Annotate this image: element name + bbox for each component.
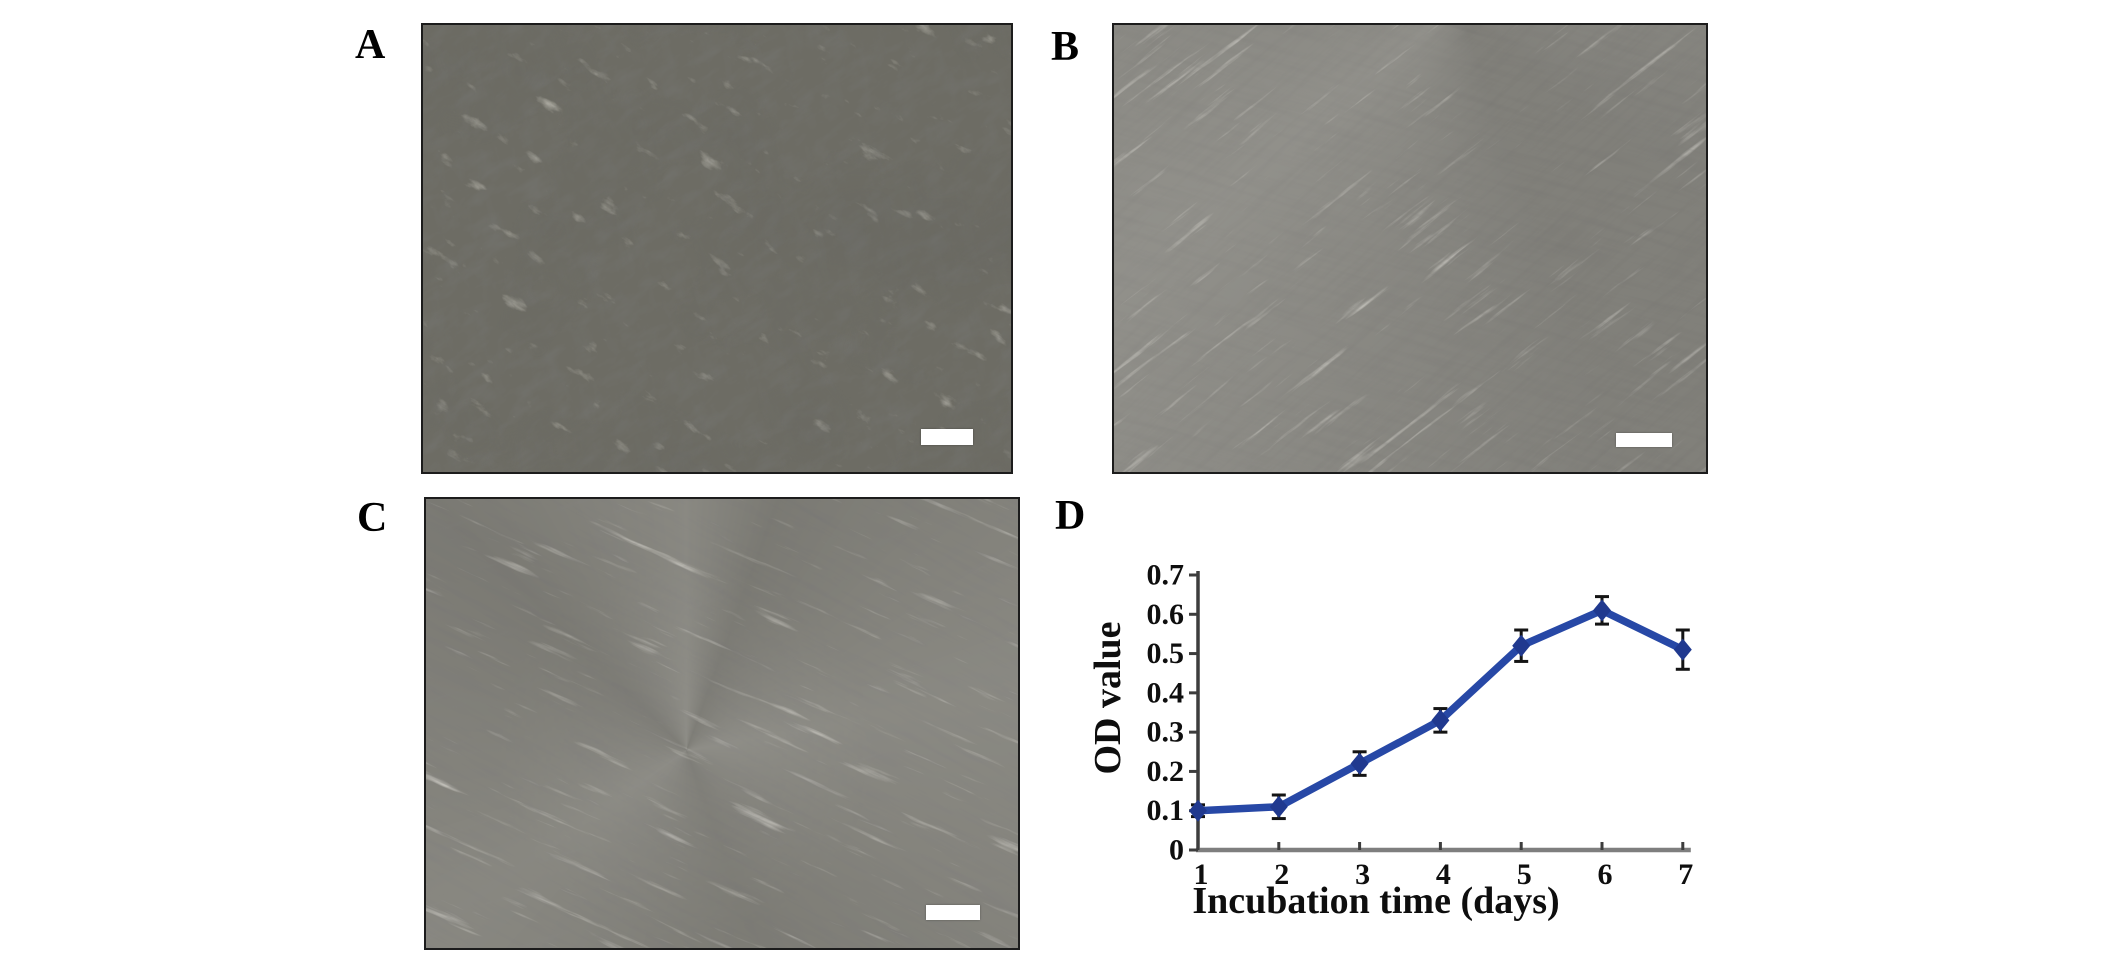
svg-text:4: 4 bbox=[1436, 858, 1451, 891]
svg-text:0.7: 0.7 bbox=[1147, 559, 1185, 592]
svg-text:1: 1 bbox=[1194, 858, 1209, 891]
scale-bar-b bbox=[1616, 433, 1672, 447]
od-growth-chart: 0 0.1 0.2 0.3 0.4 0.5 0.6 0.7 1 2 3 4 5 6 7 OD value Inc… bbox=[1087, 559, 1693, 923]
svg-text:0.5: 0.5 bbox=[1147, 637, 1185, 670]
panel-label-c: C bbox=[357, 495, 388, 541]
svg-text:0.2: 0.2 bbox=[1147, 755, 1185, 788]
svg-text:0.1: 0.1 bbox=[1147, 794, 1185, 827]
svg-text:7: 7 bbox=[1678, 858, 1693, 891]
svg-text:0: 0 bbox=[1169, 834, 1184, 867]
scale-bar-a bbox=[921, 429, 973, 445]
svg-text:Incubation time (days): Incubation time (days) bbox=[1192, 880, 1559, 922]
svg-text:0.4: 0.4 bbox=[1147, 676, 1185, 709]
svg-text:6: 6 bbox=[1598, 858, 1613, 891]
micrograph-b-texture bbox=[1114, 25, 1706, 472]
svg-text:OD value: OD value bbox=[1087, 621, 1129, 774]
panel-label-b: B bbox=[1051, 24, 1080, 70]
panel-label-d: D bbox=[1055, 493, 1086, 539]
svg-text:2: 2 bbox=[1274, 858, 1289, 891]
svg-text:3: 3 bbox=[1355, 858, 1370, 891]
micrograph-a-texture bbox=[423, 25, 1011, 472]
micrograph-b bbox=[1112, 23, 1708, 474]
micrograph-c bbox=[424, 497, 1020, 950]
panel-label-a: A bbox=[355, 22, 386, 68]
svg-text:0.6: 0.6 bbox=[1147, 598, 1185, 631]
scale-bar-c bbox=[926, 905, 980, 920]
micrograph-c-texture bbox=[426, 499, 1018, 948]
svg-text:5: 5 bbox=[1517, 858, 1532, 891]
micrograph-a bbox=[421, 23, 1013, 474]
svg-text:0.3: 0.3 bbox=[1147, 716, 1185, 749]
